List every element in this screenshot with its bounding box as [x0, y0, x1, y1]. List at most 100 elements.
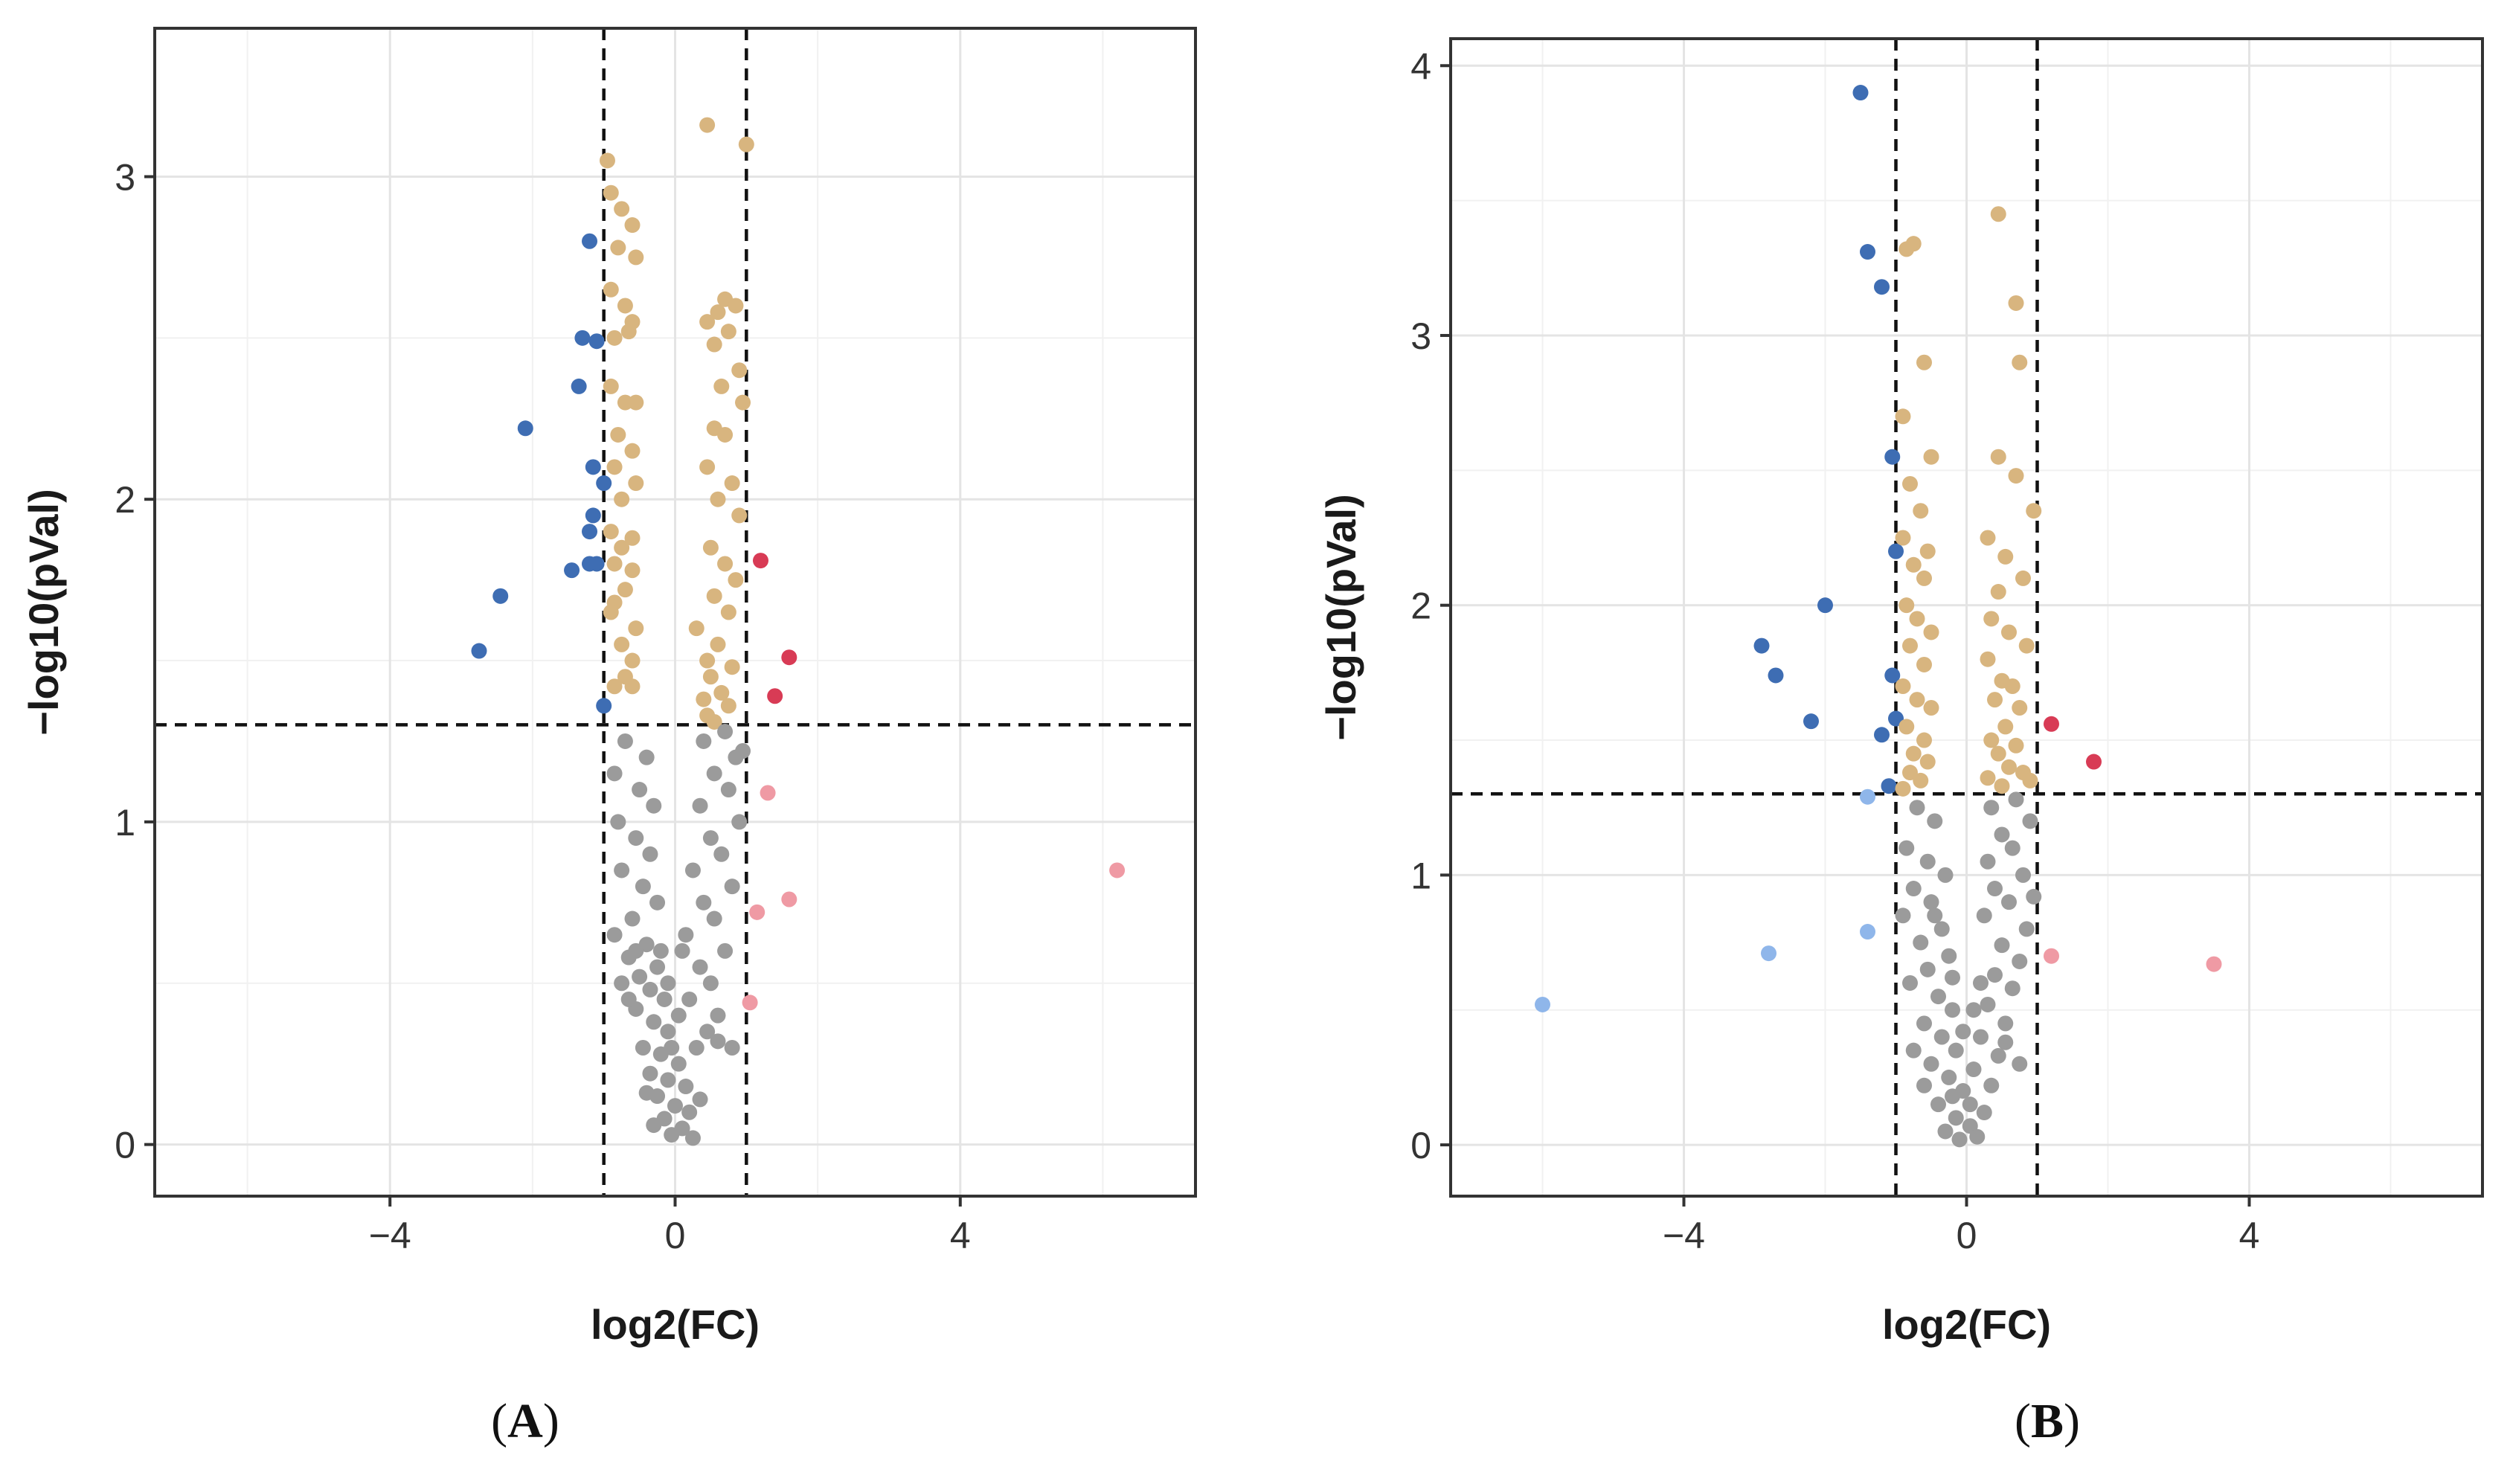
panel-a-point-sig-pval-only [720, 604, 736, 620]
panel-a-point-sig-pval-only [628, 394, 644, 411]
panel-a-point-sig-down [596, 698, 612, 714]
panel-b-point-ns-up [2206, 956, 2222, 972]
panel-b-point-sig-down [1852, 85, 1869, 101]
panel-b-point-sig-pval-only [2022, 772, 2038, 788]
panel-a-point-ns [692, 797, 708, 814]
panel-a-point-ns [606, 927, 623, 943]
panel-a-point-ns [706, 765, 722, 782]
panel-a-point-ns [652, 942, 669, 959]
panel-a-point-ns [635, 878, 651, 895]
panel-a-point-sig-pval-only [624, 562, 641, 579]
panel-a-point-ns [710, 1033, 726, 1050]
panel-a-point-sig-down [564, 562, 580, 579]
panel-b-point-ns [2008, 791, 2024, 808]
panel-b-point-sig-pval-only [1990, 206, 2006, 222]
panel-b-y-axis-title: −log10(pVal) [1317, 494, 1364, 740]
panel-b-y-tick-label: 1 [1410, 855, 1431, 896]
panel-a-point-ns-up [742, 995, 758, 1011]
panel-b-point-sig-pval-only [2012, 700, 2028, 716]
panel-a-point-sig-pval-only [706, 336, 722, 353]
panel-a-point-sig-pval-only [731, 362, 748, 379]
panel-b-point-sig-pval-only [1902, 475, 1918, 492]
panel-a-point-sig-down [582, 233, 598, 249]
panel-a-point-sig-down [582, 556, 598, 572]
panel-b-x-tick-label: −4 [1663, 1215, 1705, 1256]
panel-b-point-sig-down [1768, 667, 1784, 684]
panel-b-point-sig-pval-only [2008, 737, 2024, 754]
panel-b-point-ns [2004, 840, 2020, 856]
panel-b-point-sig-pval-only [1980, 651, 1996, 667]
panel-b-point-ns [1983, 800, 2000, 816]
panel-b-point-ns [1973, 1029, 1989, 1045]
panel-a-point-sig-pval-only [702, 669, 719, 685]
panel-a-point-sig-pval-only [717, 426, 734, 443]
panel-b-point-ns [1923, 1056, 1939, 1072]
panel-a-point-sig-pval-only [606, 678, 623, 695]
panel-b-point-ns [1990, 1047, 2006, 1064]
panel-b-point-ns [1923, 894, 1939, 910]
panel-b-point-ns [1951, 1131, 1968, 1148]
panel-b-point-ns [1969, 1128, 1986, 1145]
panel-a-point-sig-pval-only [603, 184, 619, 201]
panel-b-point-sig-pval-only [1997, 719, 2014, 735]
panel-a-point-ns [684, 862, 701, 878]
panel-b-point-ns [1916, 1015, 1932, 1032]
panel-a-x-axis-title: log2(FC) [591, 1301, 760, 1348]
panel-b-point-sig-down [1803, 713, 1819, 730]
panel-a-point-sig-pval-only [610, 240, 626, 256]
panel-b-point-ns [1976, 1105, 1992, 1121]
panel-b-point-sig-pval-only [1923, 700, 1939, 716]
panel-a-point-sig-up [767, 688, 783, 704]
panel-b-point-ns [2015, 867, 2031, 883]
panel-a-point-sig-pval-only [599, 152, 615, 169]
panel-b-point-ns [1980, 996, 1996, 1012]
panel-a-point-ns [649, 959, 666, 975]
panel-b-point-ns [1948, 1110, 1964, 1126]
panel-b-point-ns [1916, 1077, 1932, 1093]
panel-a-point-sig-down [596, 475, 612, 492]
panel-b-point-sig-pval-only [1902, 637, 1918, 654]
panel-b-point-ns [1930, 989, 1946, 1005]
panel-a-point-ns [699, 1024, 716, 1040]
panel-b-point-sig-pval-only [1895, 408, 1911, 425]
panel-a-point-sig-pval-only [728, 298, 744, 314]
panel-b-point-ns [1994, 826, 2010, 843]
panel-a-point-ns [660, 1024, 676, 1040]
panel-a-point-ns [717, 942, 734, 959]
panel-a-point-ns [635, 1039, 651, 1056]
panel-b-point-ns-down [1535, 996, 1550, 1012]
panel-a-point-sig-pval-only [699, 314, 716, 330]
panel-a-point-ns [678, 927, 694, 943]
panel-b-point-ns [1948, 1042, 1964, 1059]
panel-a-point-sig-pval-only [688, 620, 704, 637]
panel-a-point-ns [724, 878, 740, 895]
panel-a-point-ns [696, 894, 712, 910]
panel-a-y-tick-label: 1 [115, 802, 135, 844]
panel-a-point-sig-pval-only [624, 443, 641, 459]
panel-a-point-sig-pval-only [617, 394, 633, 411]
panel-b: −4 0 4 0 1 2 3 4 log2(FC) −log10(pVal) (B) [1317, 37, 2484, 1448]
panel-b-point-ns [1913, 934, 1929, 951]
panel-a-point-sig-pval-only [706, 713, 722, 730]
panel-a-point-sig-down [517, 420, 533, 437]
panel-a-point-sig-pval-only [702, 539, 719, 556]
panel-a-point-sig-pval-only [617, 298, 633, 314]
panel-a-point-sig-pval-only [614, 201, 630, 217]
panel-b-point-ns [1965, 1002, 1982, 1018]
panel-b-point-ns [2012, 953, 2028, 969]
panel-b-y-tick-label: 3 [1410, 315, 1431, 357]
panel-a-point-ns [642, 981, 658, 998]
panel-b-point-ns [1980, 853, 1996, 870]
panel-a-point-sig-pval-only [614, 636, 630, 652]
panel-b-point-sig-pval-only [1990, 584, 2006, 600]
panel-b-label: (B) [2015, 1394, 2080, 1448]
panel-b-point-sig-pval-only [1909, 611, 1925, 627]
panel-a-point-sig-pval-only [624, 217, 641, 234]
panel-b-point-sig-up [2086, 754, 2102, 770]
panel-b-point-ns [1987, 881, 2003, 897]
panel-a-point-sig-pval-only [624, 652, 641, 669]
panel-b-point-sig-down [1874, 727, 1890, 743]
panel-b-point-sig-pval-only [1895, 678, 1911, 694]
panel-b-point-ns [1941, 1069, 1957, 1085]
panel-a-point-ns [617, 733, 633, 749]
